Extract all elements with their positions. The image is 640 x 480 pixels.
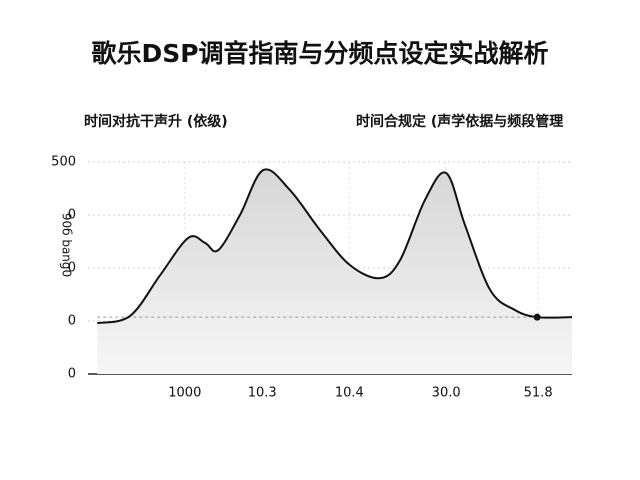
y-tick-label: 0	[68, 208, 76, 223]
chart-title: 歌乐DSP调音指南与分频点设定实战解析	[91, 39, 548, 68]
subtitle-left: 时间对抗干声升 (依级)	[84, 113, 228, 130]
y-tick-label: 0	[68, 367, 76, 382]
y-axis-label: 90б bang0	[60, 213, 74, 277]
point-marker	[533, 313, 541, 321]
y-tick-label: 0	[68, 261, 76, 276]
y-tick-label: 500	[51, 155, 76, 170]
x-tick-label: 30.0	[432, 386, 461, 401]
x-tick-label: 10.3	[248, 386, 277, 401]
subtitle-right: 时间合规定 (声学依据与频段管理	[356, 113, 563, 130]
y-tick-label: 0	[68, 314, 76, 329]
x-tick-label: 51.8	[524, 386, 553, 401]
line	[96, 168, 573, 325]
x-tick-label: 1000	[168, 386, 201, 401]
x-tick-label: 10.4	[335, 386, 364, 401]
area-fill	[97, 169, 573, 374]
